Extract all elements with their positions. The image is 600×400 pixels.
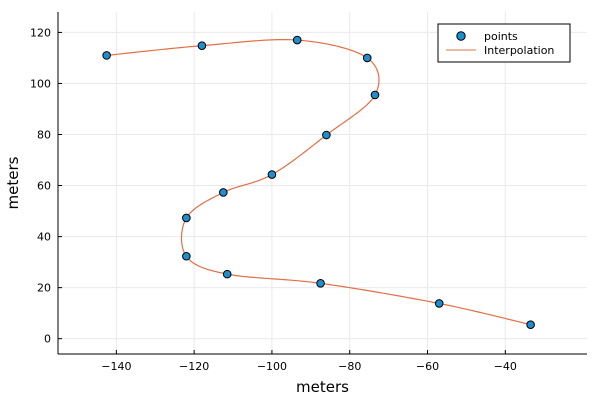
data-point — [370, 90, 380, 100]
x-tick-label: −120 — [179, 360, 209, 373]
x-tick-label: −100 — [257, 360, 287, 373]
x-tick-label: −80 — [338, 360, 361, 373]
data-point — [362, 53, 372, 63]
data-point — [434, 299, 444, 308]
y-axis-label: meters — [4, 156, 22, 209]
grid — [58, 12, 587, 354]
legend-label-points: points — [484, 30, 518, 43]
x-tick-label: −140 — [101, 360, 131, 373]
data-point — [526, 320, 535, 329]
axes-frame — [57, 12, 587, 355]
y-tick-label: 120 — [30, 26, 51, 39]
data-point — [197, 41, 207, 50]
y-tick-label: 0 — [44, 333, 51, 346]
interpolation-line — [106, 38, 531, 326]
data-point — [102, 51, 111, 60]
legend-label-interpolation: Interpolation — [484, 44, 554, 57]
x-tick-label: −60 — [416, 360, 439, 373]
y-tick-label: 40 — [37, 231, 51, 244]
data-point — [292, 35, 302, 45]
legend: points Interpolation — [437, 23, 571, 63]
points-layer — [102, 35, 535, 329]
data-point — [316, 279, 325, 288]
data-point — [219, 188, 228, 197]
legend-marker-points — [456, 31, 466, 41]
y-tick-label: 100 — [30, 77, 51, 90]
y-tick-label: 20 — [37, 282, 51, 295]
data-point — [182, 251, 191, 261]
y-tick-label: 80 — [37, 129, 51, 142]
legend-box — [437, 23, 571, 63]
data-point — [182, 213, 191, 223]
interpolation-layer — [106, 38, 531, 326]
tick-labels: −140 −120 −100 −80 −60 −40 0 20 40 60 80 100 120 — [30, 26, 517, 373]
data-point — [267, 170, 277, 179]
data-point — [322, 130, 331, 140]
x-tick-label: −40 — [494, 360, 517, 373]
data-point — [222, 269, 232, 279]
x-axis-label: meters — [296, 378, 349, 396]
y-tick-label: 60 — [37, 180, 51, 193]
